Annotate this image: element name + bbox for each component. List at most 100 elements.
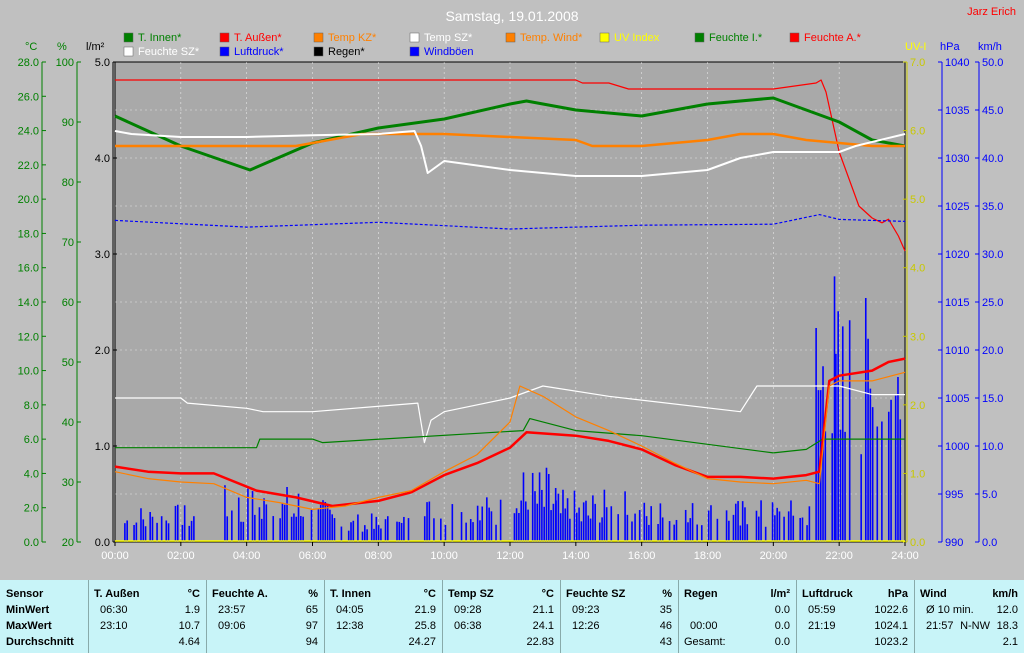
series-lines [114, 79, 906, 542]
axis-tick-label: 35.0 [982, 201, 1003, 213]
stats-max-time: 21:19 [808, 620, 836, 632]
axis-tick-label: 5.0 [95, 57, 110, 69]
axis-unit-label: % [57, 41, 67, 53]
stats-column-title: T. Innen [330, 588, 371, 600]
stats-max-direction: N-NW [960, 620, 990, 632]
axis-tick-label: 3.0 [910, 331, 925, 343]
stats-column-title: Feuchte A. [212, 588, 268, 600]
series-temp-sz [115, 385, 905, 444]
axis-tick-label: 18.0 [18, 228, 39, 240]
stats-row-label: MinWert [6, 604, 50, 616]
time-tick-label: 14:00 [562, 550, 590, 562]
stats-min-value: 1022.6 [874, 604, 908, 616]
axis-tick-label: 1.0 [910, 468, 925, 480]
axis-tick-label: 1005 [945, 393, 969, 405]
axis-tick-label: 40 [62, 417, 74, 429]
legend-swatch [123, 46, 134, 57]
stats-max-value: 24.1 [532, 620, 554, 632]
axis-tick-label: 60 [62, 297, 74, 309]
axis-tick-label: 20.0 [982, 345, 1003, 357]
legend-swatch [219, 46, 230, 57]
series-t-innen [115, 418, 905, 454]
axis-tick-label: 4.0 [24, 468, 39, 480]
axis-unit-label: hPa [940, 41, 960, 53]
stats-avg-value: 43 [659, 636, 672, 648]
axis-unit-label: UV-I [905, 41, 926, 53]
legend-swatch [599, 32, 610, 43]
wind-gust-bars [124, 276, 902, 542]
axis-tick-label: 90 [62, 117, 74, 129]
axis-tick-label: 3.0 [95, 249, 110, 261]
axis-tick-label: 1.0 [95, 441, 110, 453]
stats-avg-value: 94 [305, 636, 318, 648]
stats-min-value: 0.0 [774, 604, 790, 616]
series-temp-kz [114, 371, 906, 510]
axis-units: °C% l/m² UV-I hPa km/h [25, 41, 1002, 53]
series-feuchte-a [115, 79, 906, 252]
axis-tick-label: 40.0 [982, 153, 1003, 165]
legend-label: Temp. Wind* [520, 32, 583, 44]
stats-column-unit: % [308, 588, 318, 600]
stats-min-time: 05:59 [808, 604, 836, 616]
time-tick-label: 22:00 [825, 550, 853, 562]
axis-tick-label: 80 [62, 177, 74, 189]
axis-tick-label: 5.0 [910, 194, 925, 206]
stats-min-value: 65 [305, 604, 318, 616]
time-tick-label: 20:00 [760, 550, 788, 562]
axis-tick-label: 8.0 [24, 400, 39, 412]
stats-min-time: 09:28 [454, 604, 482, 616]
axes: 28.0 26.0 24.0 22.0 20.0 18.0 16.0 14.0 12.0 10.0… [18, 57, 1004, 562]
legend-swatch [219, 32, 230, 43]
legend-label: Temp SZ* [424, 32, 473, 44]
stats-column-6: Regen l/m² 0.0 00:00 0.0 Gesamt: 0.0 [678, 580, 797, 653]
stats-max-value: 18.3 [996, 620, 1018, 632]
axis-tick-label: 26.0 [18, 91, 39, 103]
legend-swatch [313, 46, 324, 57]
axis-tick-label: 24.0 [18, 126, 39, 138]
legend: T. Innen* T. Außen* Temp KZ* Temp SZ* Temp. … [123, 32, 862, 58]
stats-min-time: Ø 10 min. [926, 604, 974, 616]
axis-tick-label: 0.0 [24, 537, 39, 549]
axis-tick-label: 1000 [945, 441, 969, 453]
axis-tick-label: 1010 [945, 345, 969, 357]
axis-tick-label: 0.0 [982, 537, 997, 549]
axis-unit-label: l/m² [86, 41, 105, 53]
time-tick-label: 12:00 [496, 550, 524, 562]
stats-column-unit: °C [423, 588, 436, 600]
stats-column-title: Temp SZ [448, 588, 494, 600]
axis-tick-label: 10.0 [982, 441, 1003, 453]
time-tick-label: 04:00 [233, 550, 261, 562]
time-tick-label: 00:00 [101, 550, 129, 562]
stats-min-time: 23:57 [218, 604, 246, 616]
axis-tick-label: 10.0 [18, 366, 39, 378]
legend-swatch [313, 32, 324, 43]
axis-tick-label: 50 [62, 357, 74, 369]
legend-label: Feuchte SZ* [138, 46, 200, 58]
stats-max-value: 1024.1 [874, 620, 908, 632]
axis-tick-label: 4.0 [95, 153, 110, 165]
legend-label: Temp KZ* [328, 32, 377, 44]
stats-column-unit: l/m² [770, 588, 790, 600]
stats-column-unit: °C [187, 588, 200, 600]
stats-min-time: 09:23 [572, 604, 600, 616]
time-tick-label: 18:00 [694, 550, 722, 562]
stats-max-time: 06:38 [454, 620, 482, 632]
axis-tick-label: 995 [945, 489, 963, 501]
stats-column-1: T. Außen °C 06:30 1.9 23:10 10.7 4.64 [88, 580, 207, 653]
legend-label: T. Außen* [234, 32, 282, 44]
stats-avg-value: 24.27 [408, 636, 436, 648]
stats-avg-value: 2.1 [1002, 636, 1018, 648]
legend-label: Feuchte I.* [709, 32, 763, 44]
stats-column-4: Temp SZ °C 09:28 21.1 06:38 24.1 22.83 [442, 580, 561, 653]
legend-swatch [409, 32, 420, 43]
axis-tick-label: 4.0 [910, 263, 925, 275]
stats-max-time: 12:38 [336, 620, 364, 632]
stats-column-unit: °C [541, 588, 554, 600]
axis-tick-label: 2.0 [95, 345, 110, 357]
author-label: Jarz Erich [967, 6, 1016, 18]
legend-swatch [505, 32, 516, 43]
stats-min-time: 04:05 [336, 604, 364, 616]
axis-tick-label: 50.0 [982, 57, 1003, 69]
chart-title: Samstag, 19.01.2008 [445, 8, 578, 24]
stats-max-time: 00:00 [690, 620, 718, 632]
